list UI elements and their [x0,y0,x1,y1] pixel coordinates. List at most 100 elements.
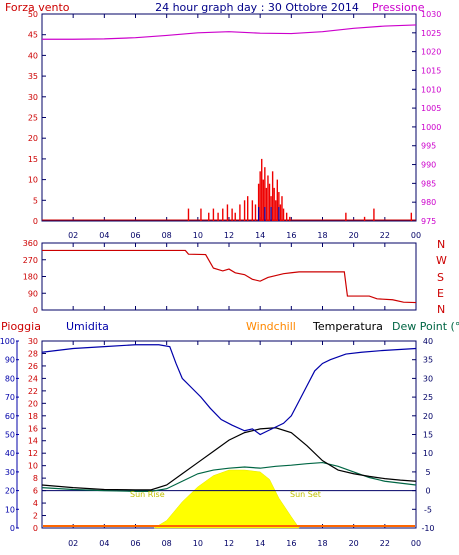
temp-tick-label: 15 [423,431,433,440]
rain-tick-label: 8 [33,474,38,483]
rain-tick-label: 12 [28,449,38,458]
temp-tick-label: 5 [425,468,430,477]
x-tick-label: 12 [224,231,234,240]
compass-labels: N W S E N [436,238,447,316]
x-tick-label: 20 [349,539,359,548]
x-tick-label: 08 [162,231,172,240]
chart-title: 24 hour graph day : 30 Ottobre 2014 [155,1,359,14]
temp-tick-label: 10 [423,449,433,458]
y-tick-label: 5 [33,196,38,205]
y-tick-label: 270 [23,256,38,265]
x-tick-label: 12 [224,539,234,548]
y-tick-label: 10 [28,176,38,185]
y-tick-label: 15 [28,155,38,164]
x-tick-label: 16 [286,231,296,240]
x-tick-label: 20 [349,231,359,240]
humidity-tick-label: 60 [5,412,15,421]
rain-tick-label: 0 [33,524,38,533]
pressure-label: Pressione [372,1,425,14]
y-tick-label: 1010 [421,85,441,94]
compass-w: W [436,254,447,267]
sunrise-label: Sun Rise [130,490,165,499]
rain-tick-label: 10 [28,462,38,471]
humidity-tick-label: 100 [0,337,15,346]
y-tick-label: 25 [28,114,38,123]
panel1-x-axis: 02 04 06 08 10 12 14 16 18 20 22 00 [68,14,421,240]
y-tick-label: 40 [28,51,38,60]
temperature-series [41,427,417,491]
y-tick-label: 1020 [421,48,441,57]
humidity-tick-label: 30 [5,468,15,477]
solar-area [153,469,300,529]
y-tick-label: 180 [23,273,38,282]
x-tick-label: 08 [162,539,172,548]
x-tick-label: 04 [99,231,109,240]
rain-tick-label: 24 [28,374,38,383]
x-tick-label: 00 [411,231,421,240]
rain-baseline [43,525,415,527]
x-tick-label: 06 [130,231,140,240]
humidity-tick-label: 80 [5,374,15,383]
y-tick-label: 980 [421,198,436,207]
y-tick-label: 45 [28,31,38,40]
panel2-x-axis [72,243,417,310]
x-tick-label: 02 [68,231,78,240]
rain-tick-label: 20 [28,399,38,408]
panel1-left-axis: 0 5 10 15 20 25 30 35 40 45 50 [28,10,46,226]
x-tick-label: 22 [380,231,390,240]
y-tick-label: 1000 [421,123,441,132]
y-tick-label: 30 [28,93,38,102]
x-tick-label: 14 [255,539,265,548]
temp-tick-label: 40 [423,337,433,346]
x-tick-label: 06 [130,539,140,548]
y-tick-label: 1025 [421,29,441,38]
wind-speed-label: Forza vento [5,1,70,14]
panel1-right-axis: 975 980 985 990 995 1000 1005 1010 1015 1020 1025 1… [412,10,441,226]
wind-direction-series [42,249,417,304]
rain-tick-label: 22 [28,387,38,396]
temp-tick-label: -5 [424,505,432,514]
y-tick-label: 0 [33,306,38,315]
compass-s: S [437,271,444,284]
humidity-label: Umidita [66,320,109,333]
y-tick-label: 990 [421,161,436,170]
rain-tick-label: 18 [28,412,38,421]
temp-tick-label: 25 [423,393,433,402]
temp-tick-label: 30 [423,374,433,383]
humidity-tick-label: 20 [5,487,15,496]
temp-tick-label: 20 [423,412,433,421]
humidity-tick-label: 90 [5,356,15,365]
temp-tick-label: 35 [423,356,433,365]
x-tick-label: 16 [286,539,296,548]
rain-tick-label: 14 [28,437,38,446]
y-tick-label: 975 [421,217,436,226]
y-tick-label: 1005 [421,104,441,113]
compass-n-top: N [437,238,445,251]
rain-tick-label: 2 [33,512,38,521]
humidity-series [41,344,417,436]
rain-tick-label: 26 [28,362,38,371]
panel3-right-axis: -10 -5 0 5 10 15 20 25 30 35 40 [412,337,435,533]
rain-tick-label: 30 [28,337,38,346]
sunset-label: Sun Set [290,490,321,499]
x-tick-label: 10 [193,539,203,548]
panel2-frame [41,242,417,311]
temperature-label: Temperatura [312,320,383,333]
panel2-left-axis: 0 90 180 270 360 [23,239,46,315]
windchill-label: Windchill [246,320,296,333]
humidity-tick-label: 70 [5,393,15,402]
y-tick-label: 360 [23,239,38,248]
x-tick-label: 02 [68,539,78,548]
rain-tick-label: 16 [28,424,38,433]
rain-label: Pioggia [1,320,41,333]
y-tick-label: 995 [421,142,436,151]
rain-tick-label: 6 [33,487,38,496]
y-tick-label: 35 [28,72,38,81]
humidity-tick-label: 40 [5,449,15,458]
panel3-left-axes: 0102030405060708090100024681012141618202… [0,337,46,533]
rain-tick-label: 4 [33,499,38,508]
rain-tick-label: 28 [28,349,38,358]
wind-speed-series [42,158,416,221]
y-tick-label: 20 [28,134,38,143]
